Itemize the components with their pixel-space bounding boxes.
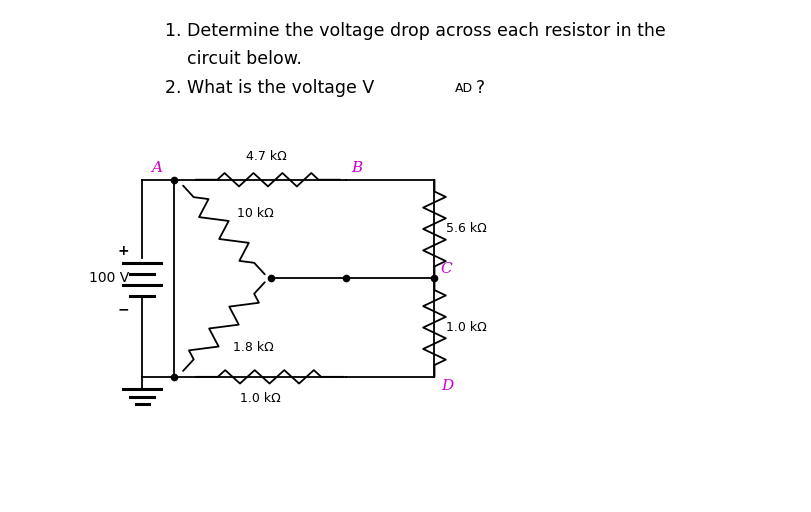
- Text: ?: ?: [476, 79, 485, 97]
- Text: −: −: [118, 302, 129, 316]
- Text: A: A: [152, 161, 162, 175]
- Text: +: +: [118, 244, 129, 258]
- Text: 5.6 kΩ: 5.6 kΩ: [446, 223, 487, 236]
- Text: circuit below.: circuit below.: [165, 50, 302, 68]
- Text: 1.0 kΩ: 1.0 kΩ: [240, 392, 281, 405]
- Text: B: B: [351, 161, 363, 175]
- Text: 100 V: 100 V: [89, 271, 130, 285]
- Text: D: D: [441, 379, 453, 393]
- Text: C: C: [441, 262, 453, 276]
- Text: 4.7 kΩ: 4.7 kΩ: [246, 150, 287, 163]
- Text: 1. Determine the voltage drop across each resistor in the: 1. Determine the voltage drop across eac…: [165, 22, 666, 40]
- Text: 1.8 kΩ: 1.8 kΩ: [234, 341, 274, 354]
- Text: 2. What is the voltage V: 2. What is the voltage V: [165, 79, 374, 97]
- Text: 10 kΩ: 10 kΩ: [237, 207, 273, 220]
- Text: AD: AD: [455, 82, 473, 95]
- Text: 1.0 kΩ: 1.0 kΩ: [446, 321, 487, 334]
